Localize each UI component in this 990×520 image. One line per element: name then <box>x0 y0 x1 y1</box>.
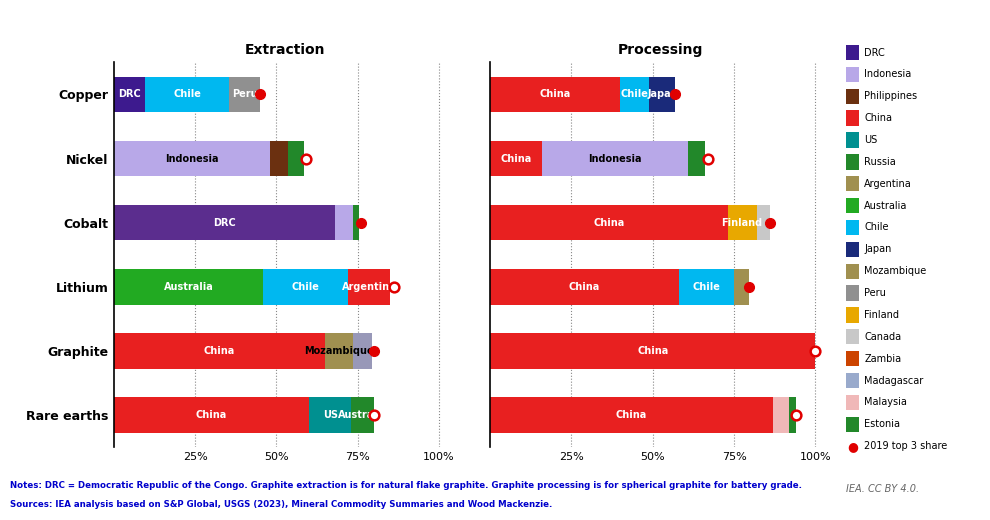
Text: Chile: Chile <box>292 282 320 292</box>
Text: Australia: Australia <box>163 282 214 292</box>
Text: Mozambique: Mozambique <box>864 266 927 276</box>
Text: China: China <box>569 282 600 292</box>
Bar <box>352 333 372 369</box>
Bar <box>114 397 309 433</box>
Text: Australia: Australia <box>338 410 387 420</box>
Bar <box>335 205 352 240</box>
Bar <box>789 397 796 433</box>
Text: China: China <box>204 346 236 356</box>
Text: Chile: Chile <box>864 223 889 232</box>
Text: China: China <box>638 346 668 356</box>
Bar <box>773 397 789 433</box>
Title: Processing: Processing <box>618 43 704 57</box>
Bar <box>326 333 352 369</box>
Text: Indonesia: Indonesia <box>864 69 912 80</box>
Text: 2019 top 3 share: 2019 top 3 share <box>864 441 947 451</box>
Bar <box>543 141 688 176</box>
Bar <box>309 397 351 433</box>
Text: Peru: Peru <box>232 89 257 99</box>
Text: Chile: Chile <box>692 282 721 292</box>
Text: Philippines: Philippines <box>864 92 918 101</box>
Bar <box>490 333 816 369</box>
Bar <box>114 333 326 369</box>
Text: DRC: DRC <box>213 218 236 228</box>
Text: Australia: Australia <box>864 201 908 211</box>
Text: Mozambique: Mozambique <box>304 346 374 356</box>
Bar <box>145 77 230 112</box>
Bar <box>230 77 260 112</box>
Text: Peru: Peru <box>864 288 886 298</box>
Title: Extraction: Extraction <box>245 43 325 57</box>
Text: DRC: DRC <box>864 47 885 58</box>
Bar <box>263 269 348 305</box>
Text: US: US <box>864 135 877 145</box>
Text: Zambia: Zambia <box>864 354 901 363</box>
Bar <box>734 269 748 305</box>
Bar <box>688 141 705 176</box>
Text: Madagascar: Madagascar <box>864 375 924 385</box>
Bar <box>649 77 675 112</box>
Text: Argentina: Argentina <box>342 282 397 292</box>
Text: China: China <box>593 218 625 228</box>
Text: Indonesia: Indonesia <box>588 153 643 164</box>
Bar <box>352 205 359 240</box>
Text: ●: ● <box>847 439 858 452</box>
Text: Japan: Japan <box>864 244 892 254</box>
Text: Indonesia: Indonesia <box>165 153 219 164</box>
Text: IEA. CC BY 4.0.: IEA. CC BY 4.0. <box>846 484 920 493</box>
Text: Chile: Chile <box>173 89 201 99</box>
Text: China: China <box>864 113 892 123</box>
Text: China: China <box>501 153 532 164</box>
Bar <box>728 205 756 240</box>
Bar <box>348 269 390 305</box>
Bar <box>490 205 728 240</box>
Bar <box>114 141 270 176</box>
Text: Malaysia: Malaysia <box>864 397 907 407</box>
Bar <box>490 269 679 305</box>
Text: Chile: Chile <box>621 89 648 99</box>
Text: China: China <box>616 410 647 420</box>
Text: Notes: DRC = Democratic Republic of the Congo. Graphite extraction is for natura: Notes: DRC = Democratic Republic of the … <box>10 481 802 490</box>
Bar <box>490 141 543 176</box>
Text: Finland: Finland <box>864 310 899 320</box>
Text: Russia: Russia <box>864 157 896 167</box>
Bar <box>756 205 770 240</box>
Bar <box>679 269 734 305</box>
Text: DRC: DRC <box>118 89 141 99</box>
Text: Argentina: Argentina <box>864 179 912 189</box>
Bar <box>490 397 773 433</box>
Bar <box>114 205 335 240</box>
Text: Sources: IEA analysis based on S&P Global, USGS (2023), Mineral Commodity Summar: Sources: IEA analysis based on S&P Globa… <box>10 500 552 509</box>
Text: China: China <box>540 89 570 99</box>
Text: Japan: Japan <box>647 89 678 99</box>
Text: US: US <box>323 410 338 420</box>
Bar <box>288 141 304 176</box>
Bar <box>270 141 288 176</box>
Bar <box>620 77 649 112</box>
Text: Finland: Finland <box>722 218 762 228</box>
Text: Canada: Canada <box>864 332 901 342</box>
Text: Estonia: Estonia <box>864 419 900 430</box>
Bar <box>114 77 145 112</box>
Bar <box>114 269 263 305</box>
Bar <box>351 397 374 433</box>
Text: China: China <box>196 410 227 420</box>
Bar <box>490 77 620 112</box>
